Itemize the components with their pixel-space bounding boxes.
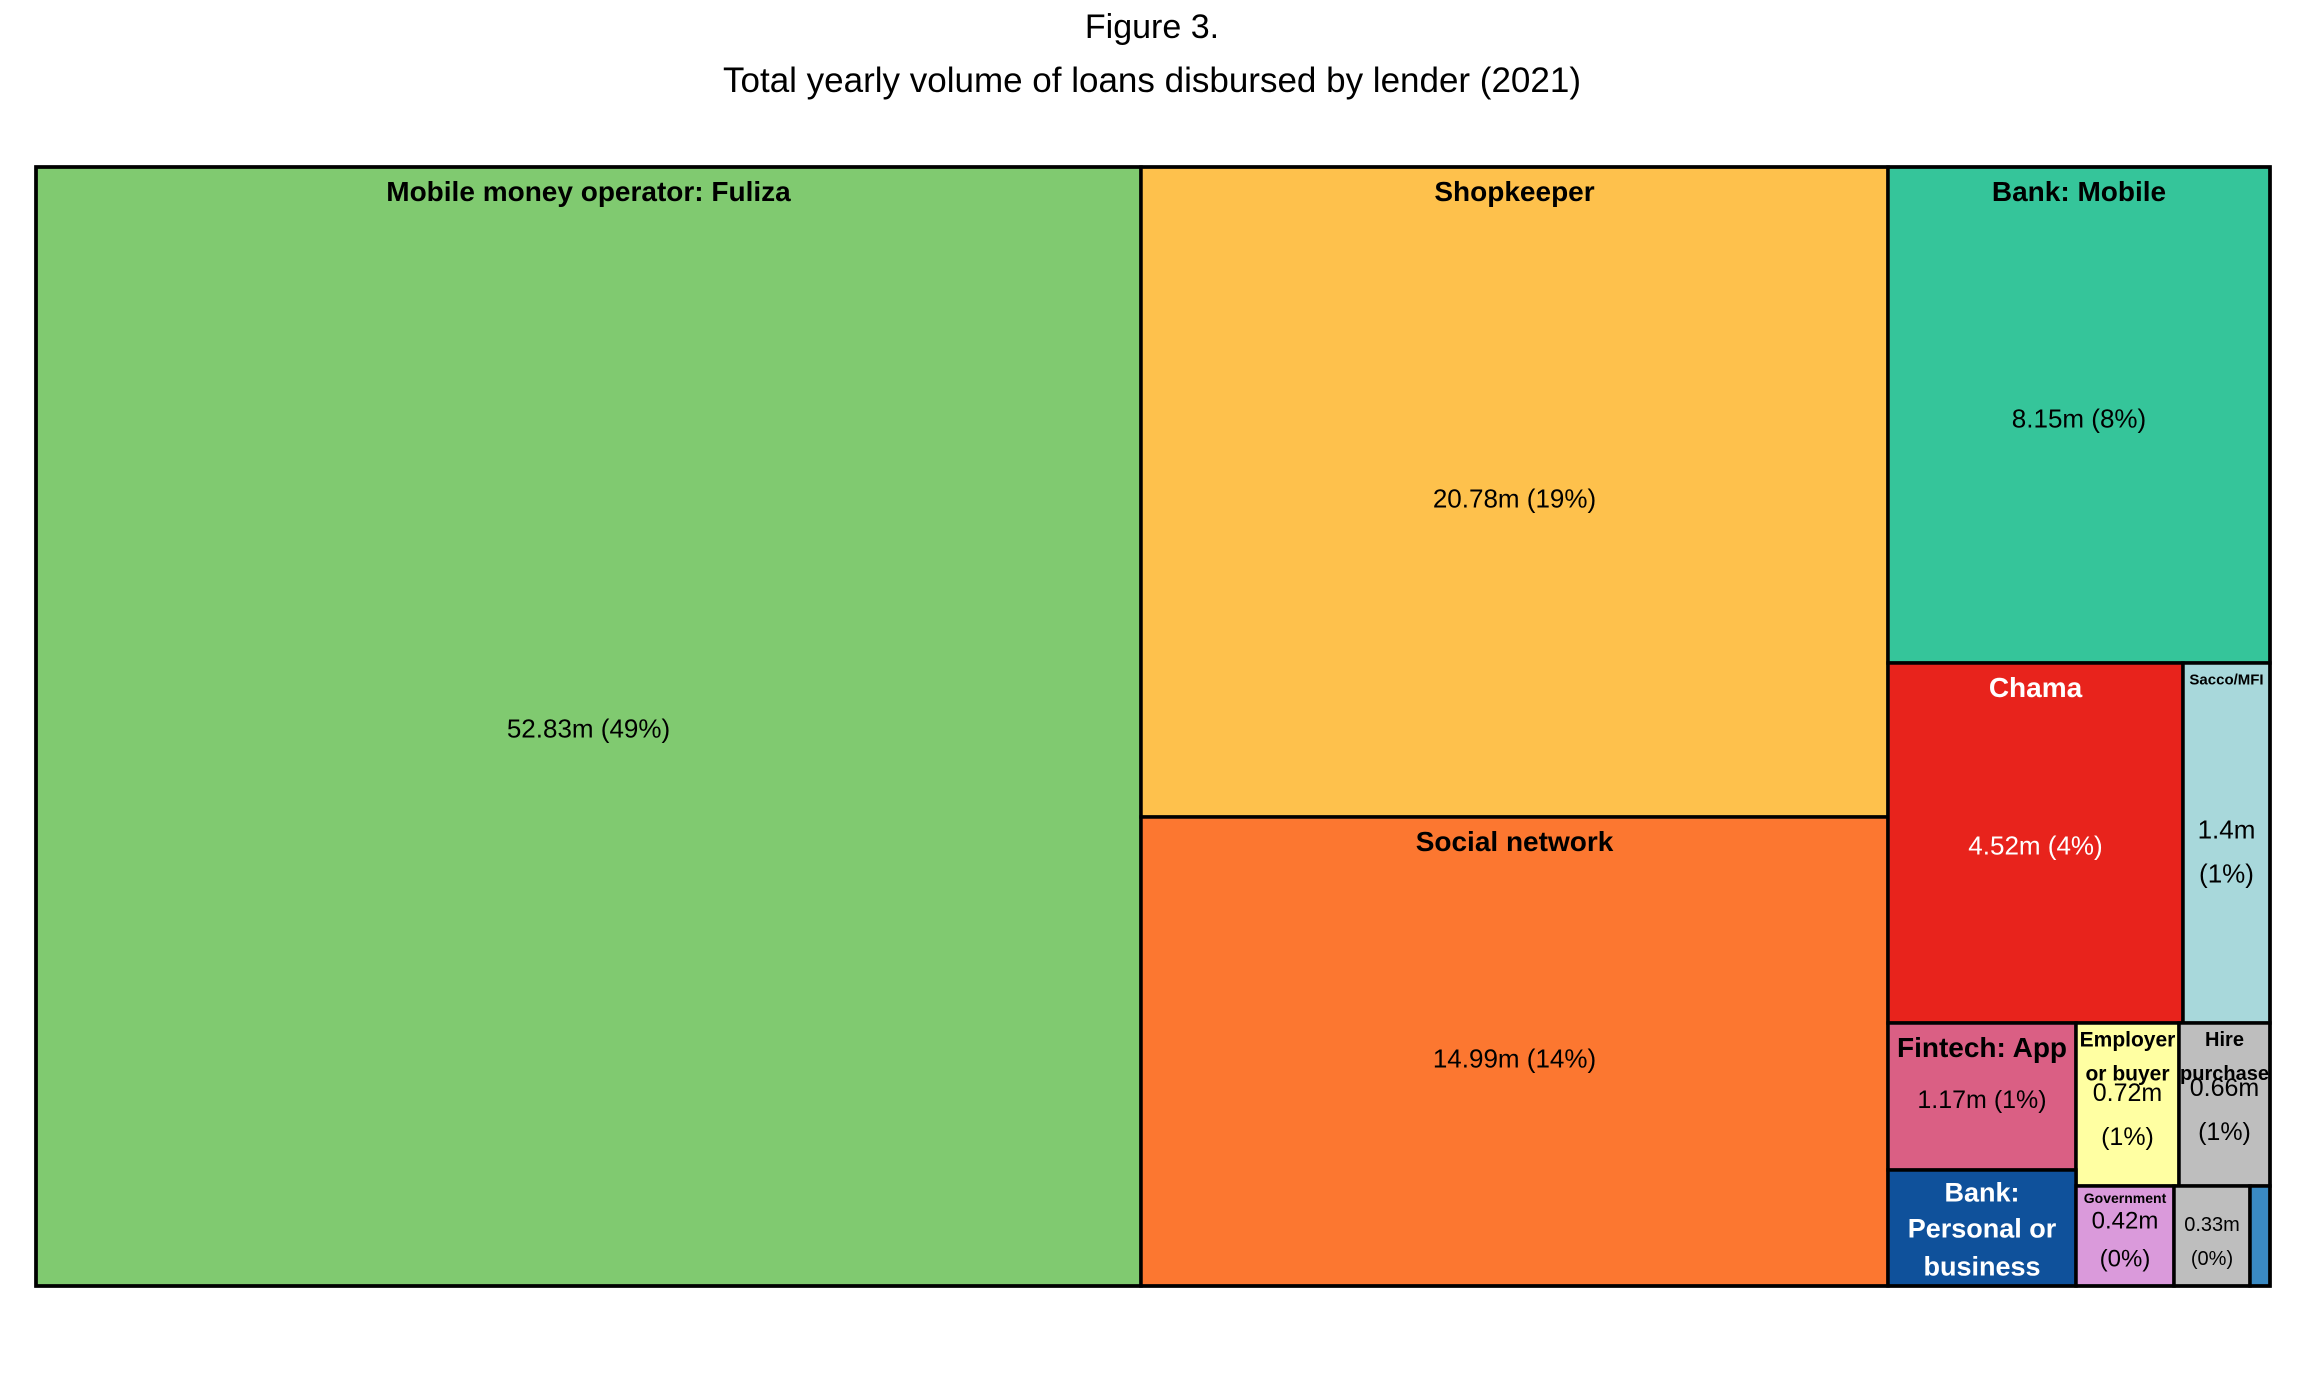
tile-value-hire-purchase: 0.66m (1%): [2190, 1074, 2259, 1146]
tile-name-bank-personal-or-business: Bank: Personal or business: [1908, 1178, 2057, 1282]
tile-value-shopkeeper: 20.78m (19%): [1433, 483, 1596, 513]
tile-value-tile-11: 0.33m (0%): [2184, 1214, 2240, 1270]
tile-sacco-mfi: [2181, 661, 2272, 1025]
tile-value-chama: 4.52m (4%): [1968, 830, 2102, 860]
tile-name-government: Government: [2084, 1190, 2167, 1206]
tile-mobile-money-operator-fuliza: [34, 165, 1143, 1288]
plot-border: [34, 165, 2272, 1288]
chart-subtitle: Total yearly volume of loans disbursed b…: [723, 61, 1581, 100]
tile-name-fintech-app: Fintech: App: [1897, 1032, 2067, 1063]
tile-value-government: 0.42m (0%): [2092, 1208, 2159, 1273]
tile-name-employer-or-buyer: Employer or buyer: [2080, 1029, 2176, 1086]
tile-value-employer-or-buyer: 0.72m (1%): [2093, 1079, 2162, 1151]
tile-value-bank-mobile: 8.15m (8%): [2012, 403, 2146, 433]
tile-employer-or-buyer: [2074, 1021, 2181, 1188]
tile-shopkeeper: [1139, 165, 1890, 819]
tile-value-fintech-app: 1.17m (1%): [1917, 1086, 2046, 1114]
tile-chama: [1886, 661, 2185, 1025]
tile-name-hire-purchase: Hire purchase: [2180, 1029, 2269, 1085]
treemap-tiles: Mobile money operator: Fuliza 52.83m (49%…: [34, 165, 2272, 1288]
tile-name-mobile-money-operator-fuliza: Mobile money operator: Fuliza: [386, 176, 791, 207]
tile-name-bank-mobile: Bank: Mobile: [1992, 176, 2166, 207]
tile-social-network: [1139, 815, 1890, 1288]
tile-value-mobile-money-operator-fuliza: 52.83m (49%): [507, 713, 670, 743]
tile-value-sacco-mfi: 1.4m (1%): [2198, 814, 2256, 888]
tile-name-chama: Chama: [1989, 672, 2083, 703]
tile-fintech-app: [1886, 1021, 2078, 1172]
tile-bank-mobile: [1886, 165, 2272, 665]
tile-name-social-network: Social network: [1416, 826, 1614, 857]
tile-tile-12: [2248, 1184, 2272, 1288]
tile-government: [2074, 1184, 2176, 1288]
tile-name-sacco-mfi: Sacco/MFI: [2189, 671, 2263, 688]
tile-name-shopkeeper: Shopkeeper: [1434, 176, 1594, 207]
tile-bank-personal-or-business: [1886, 1168, 2078, 1288]
chart-title: Figure 3.: [1085, 8, 1219, 46]
tile-value-social-network: 14.99m (14%): [1433, 1043, 1596, 1073]
